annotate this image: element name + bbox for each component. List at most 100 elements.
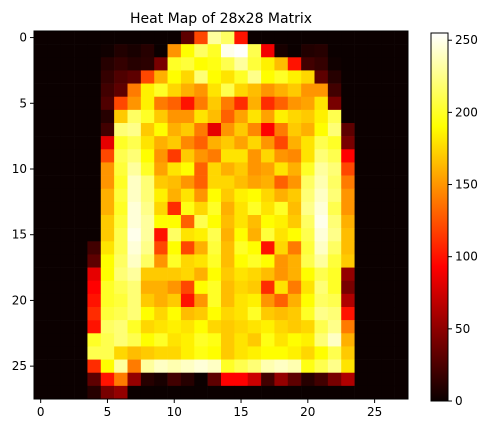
heatmap-cell xyxy=(127,175,142,190)
heatmap-cell xyxy=(127,136,142,150)
heatmap-cell xyxy=(87,162,102,176)
heatmap-cell xyxy=(34,320,48,334)
heatmap-cell xyxy=(47,280,62,295)
heatmap-cell xyxy=(114,385,128,400)
heatmap-cell xyxy=(207,96,222,111)
heatmap-cell xyxy=(261,96,275,111)
heatmap-cell xyxy=(140,280,155,295)
x-tick-label: 0 xyxy=(37,405,45,419)
heatmap-cell xyxy=(60,149,75,163)
heatmap-cell xyxy=(87,359,102,374)
heatmap-cell xyxy=(221,254,235,268)
heatmap-cell xyxy=(100,307,115,321)
heatmap-cell xyxy=(194,385,208,400)
heatmap-cell xyxy=(367,96,382,111)
heatmap-cell xyxy=(261,346,275,360)
heatmap-cell xyxy=(327,201,342,216)
heatmap-cell xyxy=(301,333,315,347)
heatmap-cell xyxy=(381,333,395,347)
heatmap-cell xyxy=(47,267,62,282)
heatmap-cell xyxy=(87,267,102,282)
heatmap-cell xyxy=(287,320,302,334)
heatmap-cell xyxy=(341,188,355,203)
heatmap-cell xyxy=(140,254,155,268)
heatmap-cell xyxy=(180,57,195,71)
heatmap-cell xyxy=(180,346,195,360)
heatmap-cell xyxy=(221,385,235,400)
heatmap-cell xyxy=(341,149,355,163)
heatmap-cell xyxy=(47,83,62,98)
heatmap-cell xyxy=(274,215,289,229)
heatmap-cell xyxy=(274,188,289,203)
heatmap-cell xyxy=(114,293,128,308)
heatmap-cell xyxy=(234,70,249,84)
heatmap-cell xyxy=(261,254,275,268)
heatmap-cell xyxy=(274,175,289,190)
heatmap-cell xyxy=(140,333,155,347)
heatmap-cell xyxy=(127,201,142,216)
heatmap-cell xyxy=(114,372,128,387)
heatmap-cell xyxy=(100,96,115,111)
heatmap-cell xyxy=(154,83,168,98)
heatmap-cell xyxy=(114,215,128,229)
heatmap-cell xyxy=(327,359,342,374)
heatmap-cell xyxy=(60,333,75,347)
y-tick-label: 0 xyxy=(19,31,27,45)
heatmap-cell xyxy=(301,320,315,334)
heatmap-cell xyxy=(127,385,142,400)
heatmap-cell xyxy=(207,228,222,242)
heatmap-cell xyxy=(314,136,329,150)
heatmap-cell xyxy=(327,123,342,137)
heatmap-cell xyxy=(194,293,208,308)
x-tick-label: 10 xyxy=(167,405,182,419)
heatmap-cell xyxy=(207,201,222,216)
heatmap-cell xyxy=(381,31,395,45)
heatmap-cell xyxy=(207,149,222,163)
heatmap-cell xyxy=(47,372,62,387)
y-tick-label: 15 xyxy=(12,228,27,242)
heatmap-cell xyxy=(167,70,182,84)
heatmap-cell xyxy=(87,293,102,308)
heatmap-cell xyxy=(194,162,208,176)
heatmap-cell xyxy=(247,123,262,137)
heatmap-cell xyxy=(154,215,168,229)
heatmap-cell xyxy=(301,136,315,150)
heatmap-cell xyxy=(327,31,342,45)
heatmap-cell xyxy=(341,320,355,334)
heatmap-cell xyxy=(127,215,142,229)
heatmap-cell xyxy=(327,44,342,58)
heatmap-cell xyxy=(261,149,275,163)
heatmap-cell xyxy=(327,293,342,308)
heatmap-cell xyxy=(287,372,302,387)
heatmap-cell xyxy=(367,162,382,176)
heatmap-cell xyxy=(234,44,249,58)
heatmap-cell xyxy=(247,109,262,124)
heatmap-cell xyxy=(261,280,275,295)
heatmap-cell xyxy=(221,307,235,321)
heatmap-cell xyxy=(314,109,329,124)
heatmap-cell xyxy=(87,385,102,400)
heatmap-cell xyxy=(47,320,62,334)
heatmap-cell xyxy=(154,228,168,242)
heatmap-cell xyxy=(301,57,315,71)
heatmap-cell xyxy=(381,359,395,374)
heatmap-cell xyxy=(74,70,88,84)
heatmap-cell xyxy=(87,31,102,45)
heatmap-cell xyxy=(301,307,315,321)
heatmap-cell xyxy=(60,280,75,295)
heatmap-cell xyxy=(114,109,128,124)
heatmap-cell xyxy=(247,149,262,163)
heatmap-cell xyxy=(60,385,75,400)
heatmap-cell xyxy=(180,123,195,137)
heatmap-cell xyxy=(74,372,88,387)
heatmap-cell xyxy=(301,385,315,400)
heatmap-cell xyxy=(74,136,88,150)
heatmap-cell xyxy=(341,241,355,255)
heatmap-cell xyxy=(114,320,128,334)
heatmap-cell xyxy=(274,44,289,58)
heatmap-cell xyxy=(47,307,62,321)
heatmap-cell xyxy=(247,254,262,268)
heatmap-cell xyxy=(221,136,235,150)
heatmap-cell xyxy=(114,96,128,111)
